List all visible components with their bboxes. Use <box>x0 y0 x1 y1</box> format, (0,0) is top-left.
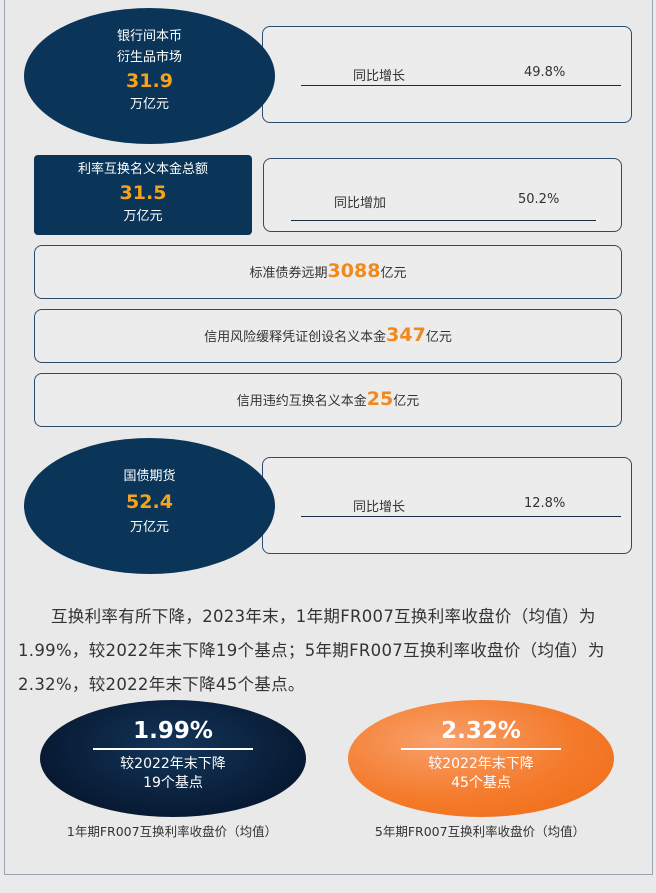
rate-1y-caption: 1年期FR007互换利率收盘价（均值） <box>66 824 278 839</box>
futures-underline <box>301 516 621 517</box>
crmw-box: 信用风险缓释凭证创设名义本金347亿元 <box>34 309 622 363</box>
irs-underline <box>291 220 596 221</box>
interbank-stat-box: 同比增长 49.8% <box>262 26 632 123</box>
irs-stat-box: 同比增加 50.2% <box>263 158 622 232</box>
bond-forward-value: 3088 <box>327 260 381 282</box>
irs-stat-value: 50.2% <box>518 192 560 207</box>
interbank-stat-value: 49.8% <box>524 65 566 80</box>
bond-forward-prefix: 标准债券远期 <box>249 266 328 281</box>
cds-suffix: 亿元 <box>393 394 420 409</box>
rate-5y-divider <box>401 748 561 750</box>
bond-forward-box: 标准债券远期3088亿元 <box>34 245 622 299</box>
interbank-underline <box>301 85 621 86</box>
interbank-title-line1: 银行间本币 <box>116 29 182 44</box>
irs-title: 利率互换名义本金总额 <box>77 162 208 177</box>
irs-value: 31.5 <box>119 182 167 204</box>
rate-5y-ellipse: 2.32% 较2022年末下降 45个基点 <box>348 700 614 817</box>
interbank-title-line2: 衍生品市场 <box>116 50 182 65</box>
interbank-oval: 银行间本币 衍生品市场 31.9 万亿元 <box>24 8 275 144</box>
bond-forward-text: 标准债券远期3088亿元 <box>35 260 621 282</box>
bond-forward-suffix: 亿元 <box>380 266 407 281</box>
irs-stat-label: 同比增加 <box>334 196 387 211</box>
cds-value: 25 <box>366 388 394 410</box>
cds-prefix: 信用违约互换名义本金 <box>236 394 367 409</box>
summary-paragraph: 互换利率有所下降，2023年末，1年期FR007互换利率收盘价（均值）为1.99… <box>18 607 605 694</box>
rate-5y-caption: 5年期FR007互换利率收盘价（均值） <box>374 824 586 839</box>
rate-1y-line1: 较2022年末下降 <box>120 756 226 772</box>
irs-unit: 万亿元 <box>123 209 163 224</box>
interbank-unit: 万亿元 <box>129 97 169 112</box>
rate-1y-ellipse: 1.99% 较2022年末下降 19个基点 <box>40 700 306 817</box>
rate-5y-line2: 45个基点 <box>451 775 511 791</box>
futures-stat-label: 同比增长 <box>353 500 406 515</box>
crmw-value: 347 <box>386 324 426 346</box>
crmw-prefix: 信用风险缓释凭证创设名义本金 <box>204 330 387 345</box>
interbank-stat-label: 同比增长 <box>353 69 406 84</box>
futures-title: 国债期货 <box>123 469 176 484</box>
futures-value: 52.4 <box>126 491 173 513</box>
rate-5y-value: 2.32% <box>441 718 521 744</box>
rate-5y-line1: 较2022年末下降 <box>428 756 534 772</box>
rate-1y-line2: 19个基点 <box>143 775 203 791</box>
futures-stat-value: 12.8% <box>524 496 566 511</box>
cds-text: 信用违约互换名义本金25亿元 <box>35 388 621 410</box>
futures-unit: 万亿元 <box>129 520 169 535</box>
cds-box: 信用违约互换名义本金25亿元 <box>34 373 622 427</box>
crmw-suffix: 亿元 <box>425 330 452 345</box>
irs-panel: 利率互换名义本金总额 31.5 万亿元 <box>34 155 252 235</box>
rate-1y-divider <box>93 748 253 750</box>
interbank-value: 31.9 <box>126 70 173 92</box>
futures-oval: 国债期货 52.4 万亿元 <box>24 438 275 574</box>
rate-1y-value: 1.99% <box>133 718 213 744</box>
crmw-text: 信用风险缓释凭证创设名义本金347亿元 <box>35 324 621 346</box>
futures-stat-box: 同比增长 12.8% <box>262 457 632 554</box>
